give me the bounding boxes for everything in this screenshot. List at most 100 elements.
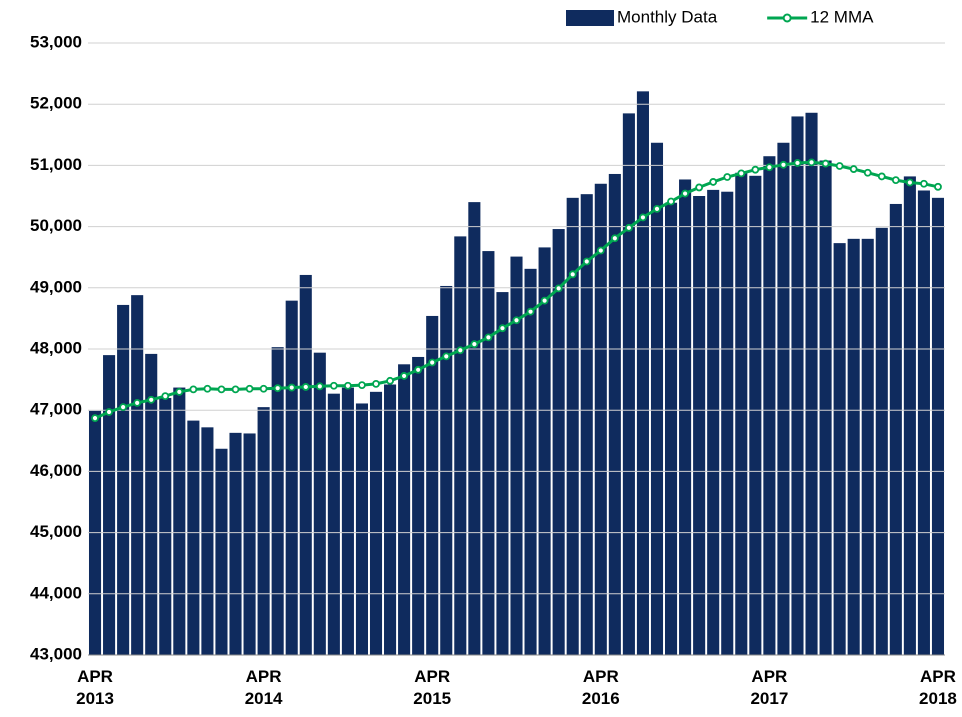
- line-marker: [526, 307, 535, 316]
- line-marker: [737, 169, 746, 178]
- bar: [861, 238, 874, 655]
- bar: [398, 364, 411, 655]
- line-marker: [400, 372, 409, 380]
- line-marker: [863, 168, 872, 177]
- line-marker: [498, 324, 507, 333]
- line-marker: [301, 383, 310, 391]
- line-marker: [147, 395, 156, 404]
- y-tick-label: 52,000: [30, 94, 82, 113]
- line-marker: [203, 384, 212, 393]
- y-tick-label: 43,000: [30, 644, 82, 663]
- line-marker: [442, 352, 451, 361]
- bar: [608, 173, 621, 655]
- label-line: APR: [751, 667, 787, 686]
- bar: [299, 274, 312, 655]
- line-marker: [554, 284, 563, 293]
- line-marker: [414, 365, 423, 374]
- bar: [791, 116, 804, 655]
- bar: [622, 113, 635, 655]
- bar: [187, 420, 200, 655]
- line-marker: [695, 183, 704, 192]
- label-line: APR: [414, 667, 450, 686]
- line-marker: [920, 179, 928, 188]
- y-tick-label: 50,000: [30, 216, 82, 235]
- line-marker: [470, 340, 479, 349]
- bar: [440, 285, 453, 655]
- x-tick-label: APR 2014: [245, 667, 283, 708]
- line-marker: [751, 165, 760, 174]
- bar: [664, 202, 678, 655]
- line-marker: [639, 213, 647, 222]
- line-marker: [105, 408, 113, 416]
- line-marker: [835, 162, 844, 170]
- y-tick-label: 46,000: [30, 461, 82, 480]
- line-marker: [231, 385, 240, 394]
- bar: [889, 203, 902, 655]
- line-marker: [329, 381, 338, 390]
- bar: [931, 197, 945, 655]
- bar: [693, 196, 706, 655]
- line-marker: [484, 333, 493, 342]
- label-line: 2017: [750, 689, 788, 708]
- bar: [229, 432, 242, 655]
- x-tick-label: APR 2015: [413, 667, 451, 708]
- line-marker: [512, 316, 521, 325]
- y-tick-label: 44,000: [30, 583, 82, 602]
- line-marker: [610, 234, 619, 243]
- line-marker: [372, 379, 380, 388]
- bar: [847, 238, 860, 655]
- x-tick-label: APR 2017: [750, 667, 788, 708]
- bar: [103, 355, 116, 655]
- bar: [763, 156, 776, 655]
- x-tick-label: APR 2016: [582, 667, 620, 708]
- line-marker: [905, 178, 914, 187]
- line-marker: [653, 204, 661, 213]
- line-marker: [582, 257, 591, 266]
- line-marker: [596, 246, 605, 255]
- bar: [243, 433, 256, 655]
- line-marker: [344, 381, 352, 390]
- line-marker: [428, 358, 437, 367]
- line-marker: [217, 385, 226, 394]
- bar: [650, 142, 664, 656]
- bar: [355, 403, 369, 655]
- bar: [749, 175, 762, 655]
- bar: [580, 194, 593, 655]
- legend-marker: [782, 13, 792, 23]
- line-marker: [793, 159, 802, 167]
- legend-swatch: [566, 10, 614, 26]
- bar: [679, 179, 692, 655]
- line-marker: [189, 385, 198, 394]
- bar: [285, 300, 298, 655]
- bar: [777, 142, 790, 656]
- line-marker: [624, 223, 633, 232]
- bar: [721, 191, 734, 655]
- line-marker: [456, 346, 465, 355]
- legend-label: Monthly Data: [617, 7, 718, 26]
- label-line: APR: [583, 667, 619, 686]
- bar: [369, 391, 383, 655]
- line-marker: [287, 383, 296, 392]
- bar: [496, 292, 509, 655]
- line-marker: [779, 160, 788, 169]
- bar: [833, 243, 846, 655]
- line-marker: [934, 182, 942, 191]
- bar: [468, 202, 481, 655]
- line-marker: [161, 392, 170, 401]
- bar: [412, 356, 425, 655]
- bar: [917, 190, 930, 655]
- line-marker: [91, 414, 99, 423]
- line-marker: [667, 197, 675, 206]
- label-line: APR: [246, 667, 282, 686]
- bar: [145, 353, 158, 655]
- line-marker: [315, 382, 324, 391]
- bar: [327, 393, 340, 655]
- bar: [903, 176, 916, 655]
- bar: [819, 160, 832, 655]
- label-line: 2015: [413, 689, 451, 708]
- bar: [875, 227, 888, 655]
- label-line: APR: [77, 667, 113, 686]
- line-marker: [119, 403, 128, 412]
- label-line: 2014: [245, 689, 283, 708]
